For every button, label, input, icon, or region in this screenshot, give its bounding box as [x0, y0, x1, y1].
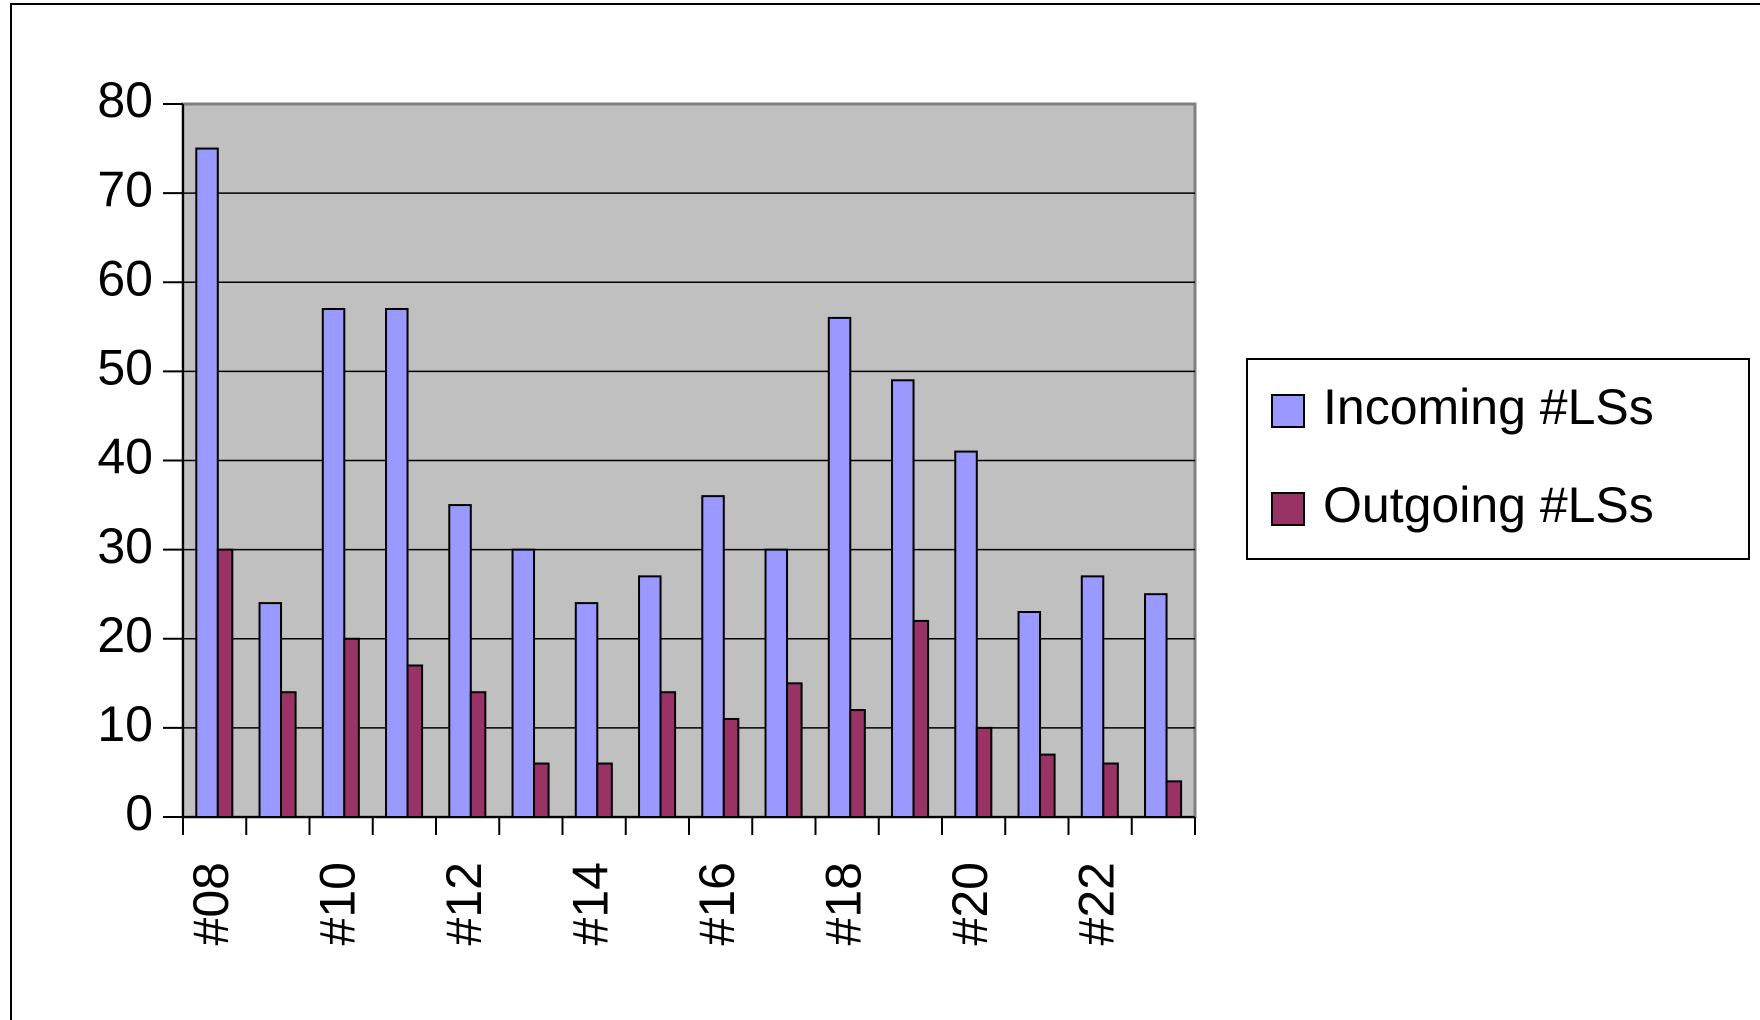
bar: [216, 548, 234, 818]
bar: [659, 691, 677, 818]
bar: [195, 147, 219, 818]
bar: [469, 691, 487, 818]
x-tick-label: #10: [309, 862, 365, 945]
x-tick-label: #12: [436, 862, 492, 945]
y-tick-label: 40: [97, 429, 153, 485]
bar: [701, 495, 725, 818]
bar: [1080, 575, 1105, 818]
y-tick-label: 30: [97, 518, 153, 574]
legend-label: Incoming #LSs: [1323, 379, 1654, 435]
bar: [1017, 611, 1042, 819]
legend-box: [1246, 358, 1750, 560]
bar: [596, 762, 613, 819]
bar: [343, 637, 360, 818]
bar: [786, 682, 803, 818]
x-tick-label: #16: [689, 862, 745, 945]
x-tick-label: #18: [815, 862, 871, 945]
bar: [891, 379, 915, 818]
y-tick-label: 60: [97, 250, 153, 306]
bar: [1039, 753, 1056, 818]
bar: [954, 450, 978, 818]
bar: [1165, 780, 1183, 818]
x-tick-label: #08: [183, 862, 239, 945]
bar: [321, 307, 346, 818]
bar: [574, 602, 599, 818]
y-tick-label: 10: [97, 696, 153, 752]
legend-swatch: [1271, 394, 1305, 428]
bar: [849, 709, 866, 818]
y-tick-label: 0: [125, 785, 153, 841]
bar: [280, 691, 297, 818]
bar: [406, 664, 424, 818]
y-tick-label: 20: [97, 607, 153, 663]
bar: [975, 726, 993, 818]
x-tick-label: #22: [1068, 862, 1124, 945]
bar: [1144, 593, 1168, 818]
bar: [638, 575, 662, 818]
bar: [722, 717, 740, 819]
bar: [258, 602, 283, 818]
y-tick-label: 50: [97, 340, 153, 396]
bar: [533, 762, 550, 819]
bar: [511, 548, 536, 818]
bar: [385, 307, 409, 818]
bar: [912, 619, 930, 818]
x-tick-label: #14: [562, 862, 618, 945]
bar: [1102, 762, 1119, 819]
bar: [448, 504, 472, 818]
y-tick-label: 70: [97, 161, 153, 217]
bar: [827, 316, 852, 818]
bar: [764, 548, 789, 818]
x-tick-label: #20: [942, 862, 998, 945]
legend-label: Outgoing #LSs: [1323, 477, 1654, 533]
legend-swatch: [1271, 492, 1305, 526]
y-tick-label: 80: [97, 72, 153, 128]
